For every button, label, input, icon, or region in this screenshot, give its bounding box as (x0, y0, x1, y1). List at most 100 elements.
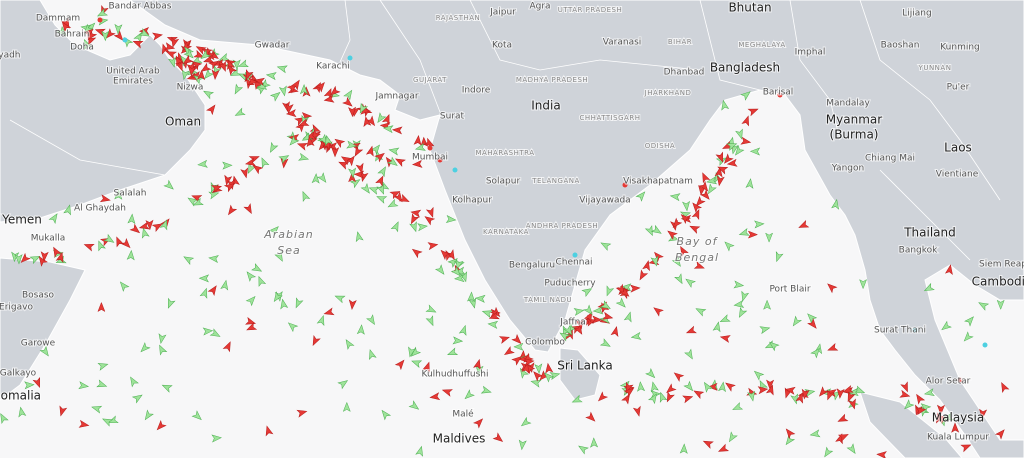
ship-marker[interactable] (410, 246, 423, 259)
ship-marker[interactable] (103, 233, 115, 246)
ship-marker[interactable] (531, 369, 544, 382)
ship-marker[interactable] (994, 427, 1007, 440)
ship-marker[interactable] (126, 249, 135, 261)
ship-marker[interactable] (55, 251, 65, 263)
ship-marker[interactable] (716, 175, 725, 187)
ship-marker[interactable] (165, 297, 176, 309)
ship-marker[interactable] (423, 137, 435, 148)
ship-marker[interactable] (293, 297, 304, 309)
ship-marker[interactable] (191, 410, 203, 422)
ship-marker[interactable] (766, 379, 775, 390)
ship-marker[interactable] (726, 140, 738, 151)
ship-marker[interactable] (447, 256, 459, 268)
ship-marker[interactable] (427, 241, 439, 251)
ship-marker[interactable] (537, 370, 550, 382)
ship-marker[interactable] (353, 170, 365, 179)
port-marker[interactable] (622, 182, 628, 188)
ship-marker[interactable] (191, 192, 203, 203)
port-marker[interactable] (437, 157, 443, 163)
ship-marker[interactable] (267, 141, 279, 154)
ship-marker[interactable] (827, 343, 839, 354)
ship-marker[interactable] (225, 63, 238, 76)
ship-marker[interactable] (269, 90, 282, 102)
ship-marker[interactable] (352, 145, 364, 158)
ship-marker[interactable] (138, 28, 151, 39)
ship-marker[interactable] (602, 311, 614, 321)
ship-marker[interactable] (197, 159, 208, 168)
ship-marker[interactable] (951, 422, 960, 433)
ship-marker[interactable] (530, 378, 542, 388)
ship-marker[interactable] (842, 385, 854, 395)
ship-marker[interactable] (328, 85, 341, 98)
ship-marker[interactable] (481, 308, 493, 319)
ship-marker[interactable] (199, 62, 212, 74)
ship-marker[interactable] (573, 307, 585, 316)
ship-marker[interactable] (795, 392, 805, 404)
ship-marker[interactable] (298, 152, 310, 162)
ship-marker[interactable] (446, 249, 457, 261)
ship-marker[interactable] (474, 294, 486, 303)
ship-marker[interactable] (180, 40, 193, 53)
ship-marker[interactable] (337, 378, 349, 390)
ship-marker[interactable] (511, 354, 523, 366)
ship-marker[interactable] (423, 214, 436, 226)
ship-marker[interactable] (672, 370, 685, 382)
ship-marker[interactable] (679, 212, 691, 225)
ship-marker[interactable] (473, 416, 485, 429)
ship-marker[interactable] (113, 30, 125, 42)
ship-marker[interactable] (944, 264, 954, 275)
ship-marker[interactable] (163, 179, 175, 192)
ship-marker[interactable] (56, 25, 68, 38)
ship-marker[interactable] (630, 284, 641, 293)
ship-marker[interactable] (670, 217, 683, 229)
ship-marker[interactable] (977, 300, 990, 311)
ship-marker[interactable] (157, 333, 167, 345)
ship-marker[interactable] (83, 241, 95, 252)
ship-marker[interactable] (145, 219, 154, 231)
ship-marker[interactable] (390, 221, 401, 233)
ship-marker[interactable] (355, 162, 365, 174)
ship-marker[interactable] (259, 157, 270, 169)
ship-marker[interactable] (615, 297, 628, 309)
ship-marker[interactable] (323, 87, 334, 100)
ship-marker[interactable] (180, 69, 190, 81)
ship-marker[interactable] (521, 362, 531, 374)
ship-marker[interactable] (707, 382, 718, 391)
ship-marker[interactable] (645, 368, 657, 380)
ship-marker[interactable] (156, 344, 168, 356)
ship-marker[interactable] (40, 251, 49, 262)
ship-marker[interactable] (740, 89, 752, 101)
ship-marker[interactable] (837, 431, 850, 443)
ship-marker[interactable] (232, 83, 244, 95)
ship-marker[interactable] (635, 190, 647, 202)
ship-marker[interactable] (434, 264, 447, 276)
ship-marker[interactable] (773, 251, 784, 263)
ship-marker[interactable] (208, 254, 219, 264)
ship-marker[interactable] (752, 369, 765, 381)
port-marker[interactable] (572, 252, 578, 258)
ship-marker[interactable] (78, 381, 90, 390)
ship-marker[interactable] (717, 443, 730, 454)
ship-marker[interactable] (902, 399, 915, 411)
ship-marker[interactable] (51, 246, 62, 258)
ship-marker[interactable] (690, 201, 702, 213)
ship-marker[interactable] (719, 333, 731, 343)
ship-marker[interactable] (549, 370, 561, 380)
ship-marker[interactable] (458, 324, 468, 336)
ship-marker[interactable] (414, 143, 426, 153)
ship-marker[interactable] (118, 280, 130, 292)
ship-marker[interactable] (736, 306, 748, 319)
ship-marker[interactable] (719, 314, 731, 325)
ship-marker[interactable] (96, 379, 108, 390)
ship-marker[interactable] (268, 224, 280, 237)
ship-marker[interactable] (377, 165, 388, 178)
ship-marker[interactable] (677, 245, 689, 257)
ship-marker[interactable] (683, 380, 695, 392)
ship-marker[interactable] (264, 425, 274, 437)
ship-marker[interactable] (408, 400, 420, 412)
ship-marker[interactable] (425, 315, 436, 327)
ship-marker[interactable] (300, 190, 311, 202)
ship-marker[interactable] (846, 443, 858, 455)
ship-marker[interactable] (63, 204, 73, 216)
ship-marker[interactable] (688, 223, 701, 234)
